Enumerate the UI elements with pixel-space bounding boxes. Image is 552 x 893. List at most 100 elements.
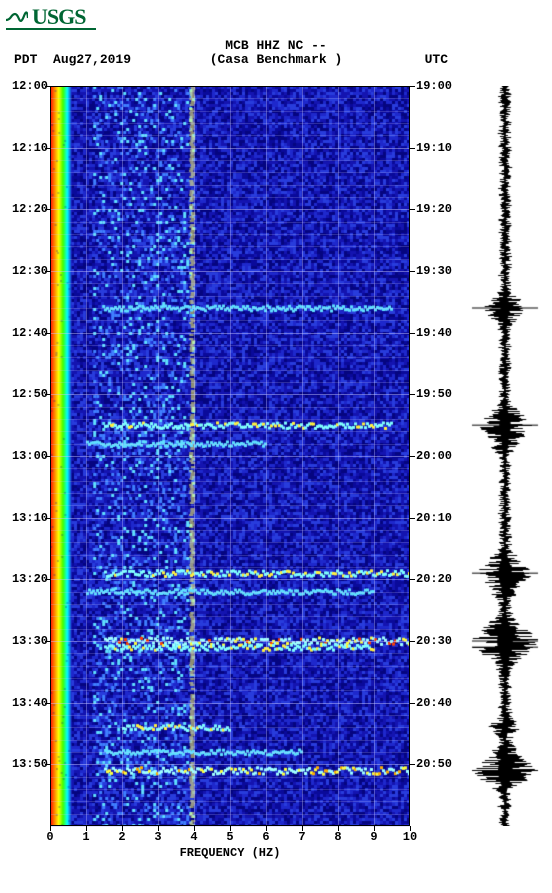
grid-hline-major: [50, 764, 410, 765]
grid-hline-minor: [50, 296, 410, 297]
spectrogram-plot: [50, 86, 410, 826]
y-tick-label-left: 12:10: [6, 142, 48, 154]
y-tick-mark-right: [410, 764, 415, 765]
grid-hline-minor: [50, 407, 410, 408]
grid-hline-minor: [50, 382, 410, 383]
y-tick-label-right: 19:20: [416, 203, 458, 215]
x-tick-label: 5: [212, 830, 248, 844]
grid-hline-minor: [50, 197, 410, 198]
grid-hline-major: [50, 703, 410, 704]
y-tick-label-right: 20:20: [416, 573, 458, 585]
grid-hline-minor: [50, 222, 410, 223]
grid-hline-minor: [50, 789, 410, 790]
y-tick-mark-right: [410, 518, 415, 519]
grid-hline-minor: [50, 345, 410, 346]
grid-hline-minor: [50, 123, 410, 124]
usgs-wave-icon: [6, 10, 28, 24]
grid-hline-minor: [50, 234, 410, 235]
usgs-logo-text: USGS: [32, 4, 85, 30]
grid-hline-major: [50, 209, 410, 210]
y-tick-label-left: 13:30: [6, 635, 48, 647]
grid-hline-minor: [50, 629, 410, 630]
y-tick-mark-right: [410, 456, 415, 457]
y-tick-mark-right: [410, 271, 415, 272]
grid-hline-minor: [50, 444, 410, 445]
grid-hline-minor: [50, 481, 410, 482]
grid-hline-minor: [50, 493, 410, 494]
grid-hline-minor: [50, 690, 410, 691]
y-tick-label-left: 13:10: [6, 512, 48, 524]
y-tick-mark-right: [410, 579, 415, 580]
grid-hline-major: [50, 271, 410, 272]
x-tick-label: 2: [104, 830, 140, 844]
y-tick-label-right: 20:50: [416, 758, 458, 770]
grid-hline-minor: [50, 308, 410, 309]
grid-hline-minor: [50, 592, 410, 593]
grid-hline-minor: [50, 801, 410, 802]
header-right-tz: UTC: [425, 52, 448, 67]
x-tick-label: 7: [284, 830, 320, 844]
grid-hline-minor: [50, 468, 410, 469]
x-tick-label: 3: [140, 830, 176, 844]
grid-hline-minor: [50, 160, 410, 161]
grid-hline-minor: [50, 715, 410, 716]
y-tick-label-left: 12:20: [6, 203, 48, 215]
grid-hline-major: [50, 148, 410, 149]
y-tick-mark-right: [410, 148, 415, 149]
grid-hline-major: [50, 333, 410, 334]
grid-hline-minor: [50, 370, 410, 371]
grid-hline-minor: [50, 98, 410, 99]
y-tick-mark-right: [410, 86, 415, 87]
grid-hline-minor: [50, 320, 410, 321]
grid-hline-minor: [50, 283, 410, 284]
usgs-logo: USGS: [6, 4, 85, 30]
grid-hline-minor: [50, 814, 410, 815]
grid-hline-minor: [50, 777, 410, 778]
grid-hline-minor: [50, 259, 410, 260]
grid-hline-minor: [50, 419, 410, 420]
y-tick-label-left: 12:50: [6, 388, 48, 400]
y-tick-label-right: 20:00: [416, 450, 458, 462]
y-tick-mark-right: [410, 641, 415, 642]
grid-hline-minor: [50, 616, 410, 617]
y-tick-label-left: 12:40: [6, 327, 48, 339]
grid-hline-minor: [50, 505, 410, 506]
y-tick-mark-right: [410, 333, 415, 334]
y-tick-label-left: 13:50: [6, 758, 48, 770]
grid-hline-minor: [50, 530, 410, 531]
y-tick-mark-right: [410, 209, 415, 210]
grid-hline-minor: [50, 172, 410, 173]
y-tick-label-right: 20:10: [416, 512, 458, 524]
grid-hline-minor: [50, 653, 410, 654]
y-tick-label-left: 12:30: [6, 265, 48, 277]
x-tick-label: 9: [356, 830, 392, 844]
y-tick-label-right: 20:30: [416, 635, 458, 647]
seismogram-canvas: [470, 86, 540, 826]
grid-hline-minor: [50, 740, 410, 741]
x-tick-label: 10: [392, 830, 428, 844]
y-tick-label-left: 13:40: [6, 697, 48, 709]
x-tick-label: 8: [320, 830, 356, 844]
grid-hline-minor: [50, 604, 410, 605]
grid-hline-minor: [50, 357, 410, 358]
grid-hline-major: [50, 518, 410, 519]
grid-hline-minor: [50, 678, 410, 679]
grid-hline-minor: [50, 567, 410, 568]
header-station: MCB HHZ NC --: [0, 38, 552, 53]
grid-hline-minor: [50, 555, 410, 556]
y-tick-label-right: 19:10: [416, 142, 458, 154]
y-tick-label-right: 19:40: [416, 327, 458, 339]
grid-hline-minor: [50, 246, 410, 247]
seismogram-plot: [470, 86, 540, 826]
grid-hline-major: [50, 394, 410, 395]
grid-hline-major: [50, 579, 410, 580]
x-axis-label: FREQUENCY (HZ): [50, 846, 410, 860]
grid-hline-minor: [50, 727, 410, 728]
y-tick-mark-right: [410, 703, 415, 704]
grid-hline-major: [50, 456, 410, 457]
grid-hline-minor: [50, 752, 410, 753]
y-tick-label-right: 19:30: [416, 265, 458, 277]
grid-hline-minor: [50, 185, 410, 186]
grid-hline-minor: [50, 431, 410, 432]
y-tick-label-right: 19:00: [416, 80, 458, 92]
